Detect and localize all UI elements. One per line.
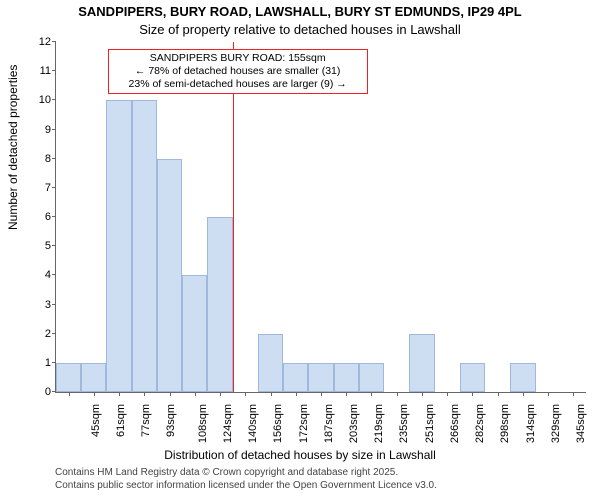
histogram-bar (132, 100, 157, 392)
histogram-bar (258, 334, 283, 392)
x-tick-label: 298sqm (500, 404, 512, 443)
x-tick-label: 140sqm (247, 404, 259, 443)
attribution-text: Contains HM Land Registry data © Crown c… (55, 466, 437, 492)
x-tick (144, 392, 145, 396)
x-tick-label: 77sqm (140, 404, 152, 437)
y-tick (52, 245, 56, 246)
x-tick (94, 392, 95, 396)
x-tick (523, 392, 524, 396)
x-tick-label: 219sqm (373, 404, 385, 443)
histogram-bar (182, 275, 207, 392)
x-tick (498, 392, 499, 396)
x-tick-label: 108sqm (197, 404, 209, 443)
y-tick (52, 158, 56, 159)
attribution-line-1: Contains HM Land Registry data © Crown c… (55, 467, 398, 478)
y-tick (52, 216, 56, 217)
x-tick (472, 392, 473, 396)
y-tick-label: 6 (45, 211, 51, 223)
y-tick-label: 10 (39, 94, 51, 106)
annotation-box: SANDPIPERS BURY ROAD: 155sqm← 78% of det… (108, 49, 368, 94)
x-tick-label: 235sqm (399, 404, 411, 443)
y-tick-label: 2 (45, 328, 51, 340)
x-tick (397, 392, 398, 396)
y-tick-label: 3 (45, 299, 51, 311)
x-tick (447, 392, 448, 396)
x-tick-label: 266sqm (449, 404, 461, 443)
histogram-bar (81, 363, 106, 392)
y-tick (52, 129, 56, 130)
y-tick (52, 187, 56, 188)
y-tick-label: 0 (45, 386, 51, 398)
x-tick-label: 329sqm (550, 404, 562, 443)
y-tick (52, 99, 56, 100)
y-tick-label: 9 (45, 124, 51, 136)
chart-title-sub: Size of property relative to detached ho… (0, 22, 600, 37)
x-tick (371, 392, 372, 396)
y-tick-label: 8 (45, 153, 51, 165)
histogram-bar (359, 363, 384, 392)
y-tick-label: 5 (45, 240, 51, 252)
x-tick (69, 392, 70, 396)
chart-title-main: SANDPIPERS, BURY ROAD, LAWSHALL, BURY ST… (0, 4, 600, 19)
histogram-bar (283, 363, 308, 392)
x-tick-label: 282sqm (474, 404, 486, 443)
x-tick (271, 392, 272, 396)
histogram-bar (106, 100, 131, 392)
x-tick (321, 392, 322, 396)
x-tick-label: 45sqm (90, 404, 102, 437)
x-tick (195, 392, 196, 396)
x-tick (119, 392, 120, 396)
y-tick-label: 11 (40, 65, 51, 77)
x-tick (573, 392, 574, 396)
y-tick-label: 7 (45, 182, 51, 194)
histogram-bar (334, 363, 359, 392)
x-tick (245, 392, 246, 396)
histogram-bar (460, 363, 485, 392)
y-tick (52, 70, 56, 71)
x-tick-label: 187sqm (323, 404, 335, 443)
y-tick-label: 4 (45, 269, 51, 281)
x-tick-label: 156sqm (272, 404, 284, 443)
histogram-bar (308, 363, 333, 392)
histogram-bar (157, 159, 182, 392)
y-tick-label: 12 (39, 36, 51, 48)
x-tick-label: 203sqm (348, 404, 360, 443)
y-tick (52, 304, 56, 305)
x-tick-label: 345sqm (575, 404, 587, 443)
annotation-line: ← 78% of detached houses are smaller (31… (113, 65, 363, 78)
x-tick (548, 392, 549, 396)
annotation-line: SANDPIPERS BURY ROAD: 155sqm (113, 52, 363, 65)
annotation-line: 23% of semi-detached houses are larger (… (113, 78, 363, 91)
reference-vline (233, 42, 234, 392)
y-tick-label: 1 (45, 357, 51, 369)
plot-area: 012345678910111245sqm61sqm77sqm93sqm108s… (55, 42, 586, 393)
histogram-bar (510, 363, 535, 392)
histogram-bar (56, 363, 81, 392)
y-tick (52, 274, 56, 275)
x-tick (220, 392, 221, 396)
y-tick (52, 333, 56, 334)
y-axis-label: Number of detached properties (6, 65, 20, 230)
x-tick-label: 61sqm (115, 404, 127, 437)
x-tick (170, 392, 171, 396)
x-tick (422, 392, 423, 396)
x-tick-label: 93sqm (165, 404, 177, 437)
x-tick (296, 392, 297, 396)
y-tick (52, 41, 56, 42)
x-tick-label: 124sqm (222, 404, 234, 443)
attribution-line-2: Contains public sector information licen… (55, 480, 437, 491)
histogram-bar (409, 334, 434, 392)
x-axis-label: Distribution of detached houses by size … (0, 448, 600, 462)
histogram-bar (207, 217, 232, 392)
x-tick-label: 314sqm (525, 404, 537, 443)
x-tick-label: 251sqm (424, 404, 436, 443)
x-tick-label: 172sqm (298, 404, 310, 443)
x-tick (346, 392, 347, 396)
